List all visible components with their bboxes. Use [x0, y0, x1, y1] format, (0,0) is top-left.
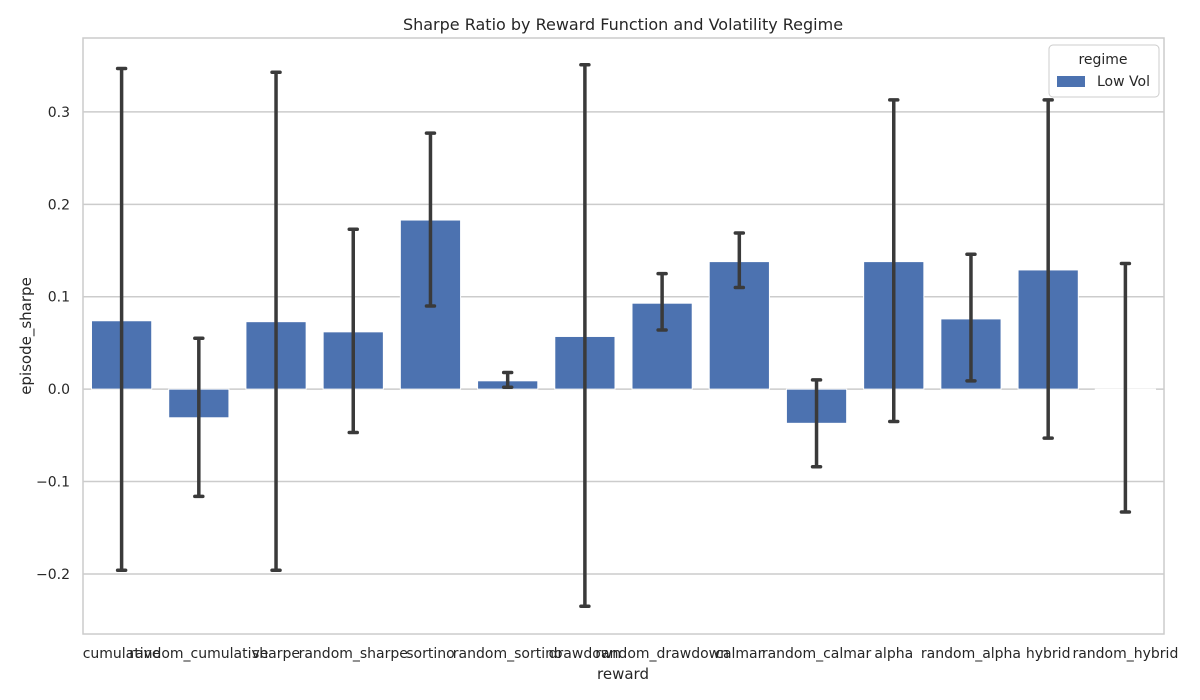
x-tick-label: random_drawdown: [595, 646, 729, 662]
y-tick-label: 0.0: [48, 382, 70, 398]
legend-title: regime: [1078, 52, 1127, 68]
x-tick-label: random_alpha: [921, 646, 1021, 662]
x-tick-label: random_sortino: [453, 646, 563, 662]
x-tick-label: hybrid: [1026, 646, 1071, 662]
x-tick-label: random_hybrid: [1072, 646, 1178, 662]
legend-swatch-low-vol: [1057, 76, 1085, 87]
y-tick-label: 0.1: [48, 290, 70, 306]
x-tick-label: random_sharpe: [299, 646, 408, 662]
legend-label-low-vol: Low Vol: [1097, 74, 1150, 90]
y-tick-label: 0.2: [48, 197, 70, 213]
x-tick-labels: cumulativerandom_cumulativesharperandom_…: [83, 646, 1179, 662]
y-tick-label: 0.3: [48, 105, 70, 121]
gridlines: [83, 111, 1164, 575]
error-bars: [115, 63, 1132, 609]
y-tick-label: −0.1: [36, 475, 70, 491]
x-axis-label: reward: [597, 665, 649, 683]
x-tick-label: sharpe: [252, 646, 300, 662]
x-tick-label: alpha: [874, 646, 913, 662]
y-axis-label: episode_sharpe: [17, 277, 36, 395]
legend: regime Low Vol: [1048, 44, 1160, 98]
x-tick-label: cumulative: [83, 646, 161, 662]
x-tick-label: random_cumulative: [129, 646, 268, 662]
bars: [90, 219, 1157, 424]
plot-frame: [82, 37, 1165, 635]
x-tick-label: sortino: [406, 646, 454, 662]
y-tick-label: −0.2: [36, 567, 70, 583]
x-tick-label: calmar: [715, 646, 763, 662]
x-tick-label: random_calmar: [762, 646, 872, 662]
x-tick-label: drawdown: [549, 646, 621, 662]
y-tick-labels: −0.2 −0.1 0.0 0.1 0.2 0.3: [36, 105, 70, 583]
chart-title: Sharpe Ratio by Reward Function and Vola…: [403, 15, 843, 34]
